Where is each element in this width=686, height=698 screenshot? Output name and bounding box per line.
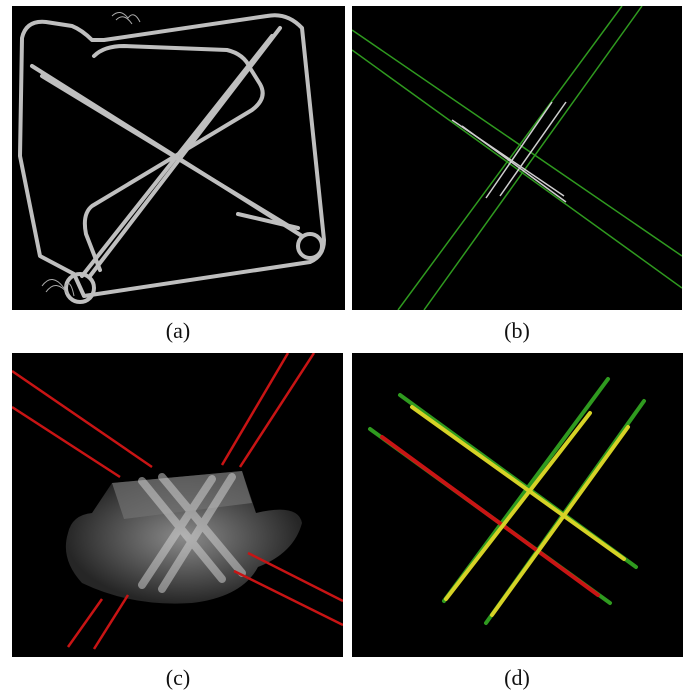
yellow-line-3 [490, 425, 630, 617]
red-line-1 [380, 435, 600, 597]
green-line-1 [352, 29, 682, 257]
grey-segment-2 [461, 125, 567, 203]
tube-diagonal-2 [40, 74, 294, 230]
panel-b-image [352, 6, 682, 310]
caption-b: (b) [504, 318, 530, 343]
red-line-7 [66, 598, 104, 648]
tube-diagonal-4 [80, 34, 274, 278]
panel-c-volume-drawing [12, 353, 343, 650]
cable-tangle [41, 12, 141, 297]
panel-d-overlay-drawing [368, 377, 646, 625]
green-line-3 [397, 6, 623, 310]
yellow-line-1 [410, 405, 626, 561]
volume-blob [65, 471, 302, 604]
panel-c-image [12, 353, 343, 657]
grey-segment-3 [485, 101, 553, 199]
tube-coil-bottom-left [64, 272, 96, 304]
grey-segment-4 [499, 101, 567, 197]
green-line-4 [423, 6, 643, 310]
green-line-2 [352, 49, 682, 289]
panel-a-image [12, 6, 345, 310]
tube-coil-right [296, 232, 324, 260]
red-line-1 [12, 369, 153, 469]
red-line-6 [247, 551, 343, 603]
panel-d-image [352, 353, 683, 657]
red-line-5 [233, 569, 343, 627]
panel-a-tube-drawing [18, 12, 326, 304]
red-line-8 [92, 594, 130, 650]
red-line-2 [12, 405, 121, 479]
panel-b-lines-drawing [352, 6, 682, 310]
tube-inner-loop [82, 44, 265, 272]
yellow-line-2 [444, 411, 592, 601]
tube-diagonal-3 [88, 26, 282, 278]
caption-c: (c) [165, 665, 191, 690]
caption-a: (a) [165, 318, 191, 343]
red-line-3 [220, 353, 290, 466]
red-line-4 [238, 353, 316, 468]
caption-d: (d) [504, 665, 530, 690]
